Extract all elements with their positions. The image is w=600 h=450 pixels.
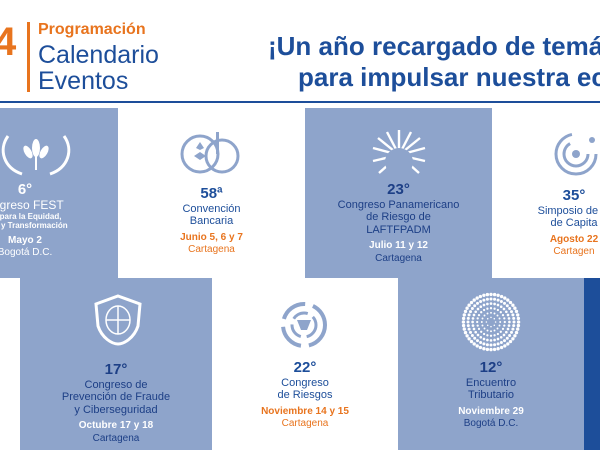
header-rule	[0, 101, 600, 103]
header-divider	[27, 22, 30, 92]
event-number: 35°	[562, 187, 586, 204]
event-number: 6°	[17, 181, 33, 198]
event-subtitle-line1: as para la Equidad,	[0, 212, 62, 222]
event-number: 58ª	[200, 185, 223, 202]
header-title-line1: Calendario	[38, 41, 159, 69]
bank-logo-icon	[178, 130, 244, 176]
event-card-lafte[interactable]: 23° Congreso Panamericano de Riesgo de L…	[305, 108, 492, 278]
event-card-tributario[interactable]: 12° Encuentro Tributario Noviembre 29 Bo…	[398, 278, 584, 450]
event-date: Junio 5, 6 y 7	[180, 231, 243, 243]
event-date: Mayo 2	[8, 234, 42, 246]
event-card-fest[interactable]: 6° ongreso FEST as para la Equidad, idad…	[0, 108, 118, 278]
event-card-convencion[interactable]: 58ª Convención Bancaria Junio 5, 6 y 7 C…	[118, 108, 305, 278]
event-number: 17°	[104, 361, 128, 378]
year-fragment: 4	[0, 20, 17, 64]
event-date: Noviembre 14 y 15	[261, 405, 349, 417]
headline-line1: ¡Un año recargado de temát	[268, 31, 600, 61]
shield-globe-icon	[92, 294, 144, 346]
event-title-line3: LAFTFPADM	[366, 223, 431, 236]
event-title-line2: Bancaria	[189, 215, 234, 228]
spiral-dots-icon	[552, 130, 600, 178]
header-title-line2: Eventos	[38, 67, 129, 95]
event-date: Octubre 17 y 18	[78, 420, 154, 432]
event-title-line2: Prevención de Fraude	[61, 391, 171, 404]
event-title-line1: Simposio de M	[537, 204, 600, 217]
event-title-line2: de Capita	[550, 217, 598, 230]
event-title-line1: Convención	[182, 202, 241, 215]
event-title-line2: de Riesgos	[277, 389, 333, 402]
event-city: Cartagen	[553, 246, 595, 258]
event-city: Bogotá D.C.	[0, 247, 53, 259]
event-date: Noviembre 29	[458, 405, 524, 417]
leaf-wreath-icon	[0, 126, 72, 178]
event-title-line1: Congreso	[281, 376, 329, 389]
event-title-line3: y Ciberseguridad	[74, 403, 158, 416]
event-card-simposio[interactable]: 35° Simposio de M de Capita Agosto 22 Ca…	[492, 108, 600, 278]
event-title-line2: de Riesgo de	[366, 211, 431, 224]
edge-accent-bar	[584, 278, 600, 450]
headline-line2: para impulsar nuestra eco	[298, 62, 600, 92]
event-number: 22°	[293, 359, 317, 376]
dot-sphere-icon	[461, 292, 521, 352]
sunburst-icon	[369, 128, 429, 182]
event-title-line1: Encuentro	[465, 376, 517, 389]
event-title-line1: Congreso Panamericano	[337, 198, 460, 211]
event-card-fraude[interactable]: 17° Congreso de Prevención de Fraude y C…	[20, 278, 212, 450]
event-title-line1: Congreso de	[84, 378, 148, 391]
event-date: Agosto 22	[549, 233, 599, 245]
event-title: ongreso FEST	[0, 197, 64, 212]
event-title-line2: Tributario	[467, 389, 515, 402]
event-city: Bogotá D.C.	[463, 418, 519, 430]
circular-arrows-icon	[277, 300, 331, 350]
event-city: Cartagena	[188, 244, 235, 256]
event-city: Cartagena	[92, 432, 140, 444]
event-number: 12°	[479, 359, 503, 376]
event-subtitle-line2: idad y Transformación	[0, 221, 68, 231]
event-city: Cartagena	[281, 418, 329, 430]
event-city: Cartagena	[375, 252, 422, 264]
header-subtitle: Programación	[38, 21, 146, 38]
event-number: 23°	[387, 181, 410, 198]
event-card-riesgos[interactable]: 22° Congreso de Riesgos Noviembre 14 y 1…	[212, 278, 398, 450]
event-date: Julio 11 y 12	[369, 240, 428, 252]
